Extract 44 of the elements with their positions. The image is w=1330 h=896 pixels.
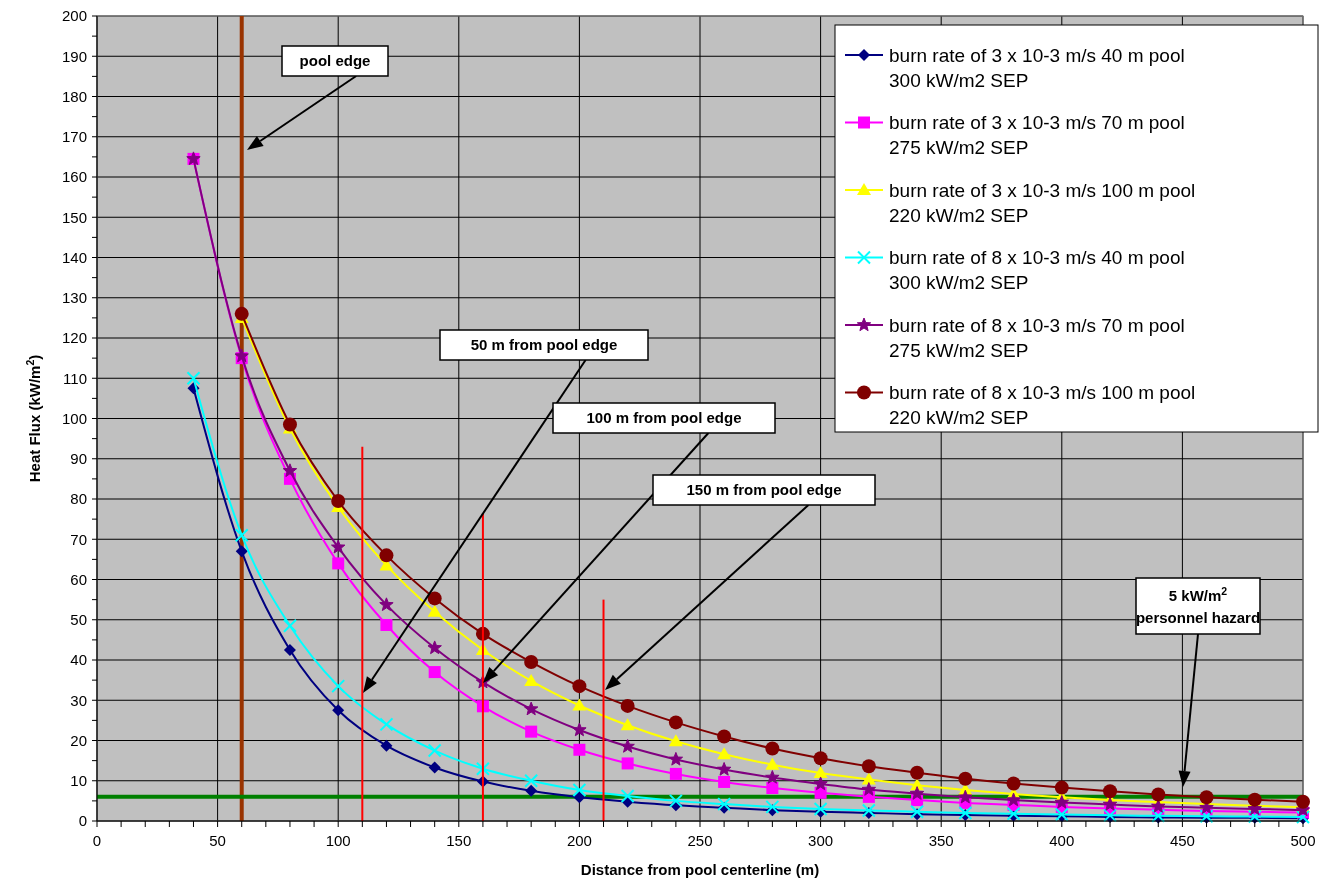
legend-label: burn rate of 3 x 10-3 m/s 40 m pool 300 kW/m2 SEP: [889, 44, 1185, 91]
x-tick-label: 350: [928, 832, 954, 849]
y-tick-label: 30: [70, 691, 87, 709]
y-tick-label: 150: [61, 208, 87, 226]
legend-label: burn rate of 8 x 10-3 m/s 70 m pool 275 kW/m2 SEP: [889, 314, 1185, 361]
y-tick-label: 120: [61, 329, 87, 347]
y-tick-label: 110: [63, 369, 87, 387]
legend-label: burn rate of 8 x 10-3 m/s 100 m pool 220 kW/m2 SEP: [889, 382, 1196, 429]
y-tick-label: 140: [61, 248, 87, 266]
x-tick-label: 300: [808, 832, 834, 849]
y-tick-label: 190: [61, 47, 87, 65]
x-tick-label: 500: [1290, 832, 1316, 849]
x-axis-title: Distance from pool centerline (m): [580, 861, 820, 878]
x-tick-label: 150: [446, 832, 472, 849]
annotation: 150 m from pool edge: [686, 481, 842, 498]
y-tick-label: 90: [70, 450, 87, 467]
y-tick-label: 10: [70, 772, 87, 789]
annotation: 5 kW/m$^{2}$ personnel hazard: [1135, 585, 1261, 626]
annotation: 50 m from pool edge: [470, 336, 618, 353]
y-tick-label: 170: [61, 128, 87, 145]
y-tick-label: 40: [70, 651, 87, 669]
legend-label: burn rate of 3 x 10-3 m/s 70 m pool 275 kW/m2 SEP: [889, 112, 1185, 159]
y-tick-label: 160: [61, 168, 87, 186]
y-tick-label: 60: [70, 570, 87, 588]
legend-label: burn rate of 3 x 10-3 m/s 100 m pool 220 kW/m2 SEP: [889, 179, 1196, 226]
y-tick-label: 20: [70, 731, 87, 749]
y-tick-label: 100: [61, 409, 87, 427]
x-tick-label: 50: [209, 832, 226, 849]
y-tick-label: 70: [70, 530, 87, 548]
y-tick-label: 50: [70, 611, 87, 628]
legend-label: burn rate of 8 x 10-3 m/s 40 m pool 300 kW/m2 SEP: [889, 247, 1185, 294]
x-tick-label: 250: [687, 832, 713, 849]
x-tick-label: 100: [325, 832, 351, 849]
y-tick-label: 200: [61, 7, 87, 25]
x-tick-label: 400: [1049, 832, 1075, 849]
annotation: pool edge: [299, 52, 371, 69]
x-tick-label: 0: [92, 832, 102, 849]
y-tick-label: 80: [70, 490, 87, 508]
x-tick-label: 450: [1169, 832, 1195, 849]
x-tick-label: 200: [566, 832, 592, 849]
y-tick-label: 180: [61, 87, 87, 105]
y-tick-label: 0: [78, 812, 87, 830]
y-tick-label: 130: [61, 289, 87, 306]
annotation: 100 m from pool edge: [586, 409, 742, 426]
